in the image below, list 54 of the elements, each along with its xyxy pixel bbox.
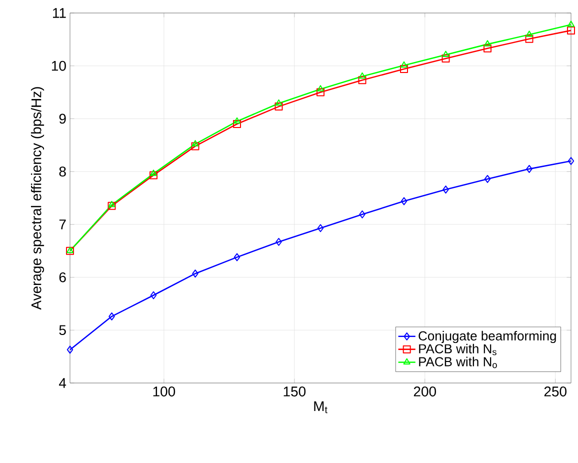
point bbox=[108, 200, 116, 208]
y-tick-label: 9 bbox=[59, 114, 66, 124]
point bbox=[567, 26, 576, 34]
point bbox=[400, 65, 408, 74]
point bbox=[316, 88, 325, 96]
point bbox=[567, 20, 575, 27]
point bbox=[192, 270, 198, 278]
x-tick-label: 100 bbox=[153, 386, 176, 396]
point bbox=[442, 186, 449, 194]
legend-label: PACB with N$_{o}$ bbox=[419, 356, 497, 368]
point bbox=[442, 54, 450, 62]
point bbox=[358, 76, 366, 84]
point bbox=[150, 291, 157, 300]
point bbox=[484, 174, 491, 183]
point bbox=[525, 34, 534, 43]
y-tick-label: 4 bbox=[58, 378, 66, 388]
point bbox=[233, 117, 241, 124]
point bbox=[359, 210, 366, 218]
point bbox=[274, 102, 283, 111]
x-tick-label: 200 bbox=[414, 386, 436, 396]
point bbox=[484, 44, 492, 52]
point bbox=[317, 224, 324, 232]
point bbox=[150, 170, 158, 176]
point bbox=[66, 346, 74, 354]
point bbox=[108, 312, 115, 320]
point bbox=[568, 157, 574, 165]
x-axis-title: M$_{t}$ bbox=[314, 401, 328, 414]
point bbox=[150, 171, 158, 180]
y-tick-label: 6 bbox=[59, 272, 66, 282]
point bbox=[484, 40, 492, 46]
y-tick-label: 11 bbox=[53, 8, 66, 18]
point bbox=[400, 197, 408, 206]
y-tick-label: 5 bbox=[59, 325, 66, 336]
point bbox=[276, 238, 282, 246]
y-tick-label: 10 bbox=[52, 60, 66, 71]
x-tick-label: 150 bbox=[284, 386, 306, 396]
point bbox=[316, 85, 324, 92]
point bbox=[234, 253, 240, 262]
point bbox=[233, 120, 242, 128]
point bbox=[400, 61, 408, 68]
y-tick-label: 8 bbox=[59, 166, 66, 177]
point bbox=[192, 140, 199, 146]
point bbox=[108, 202, 116, 210]
point bbox=[191, 142, 200, 150]
legend-label: PACB with N$_{s}$ bbox=[419, 344, 496, 356]
point bbox=[526, 164, 532, 173]
point bbox=[358, 72, 366, 79]
legend-label: Conjugate beamforming bbox=[418, 330, 556, 344]
point bbox=[526, 30, 533, 37]
point bbox=[275, 99, 282, 106]
point bbox=[442, 50, 450, 58]
x-tick-label: 250 bbox=[544, 386, 566, 396]
y-tick-label: 7 bbox=[59, 220, 66, 230]
y-axis-title: Average spectral efficiency (bps/Hz) bbox=[30, 87, 44, 310]
